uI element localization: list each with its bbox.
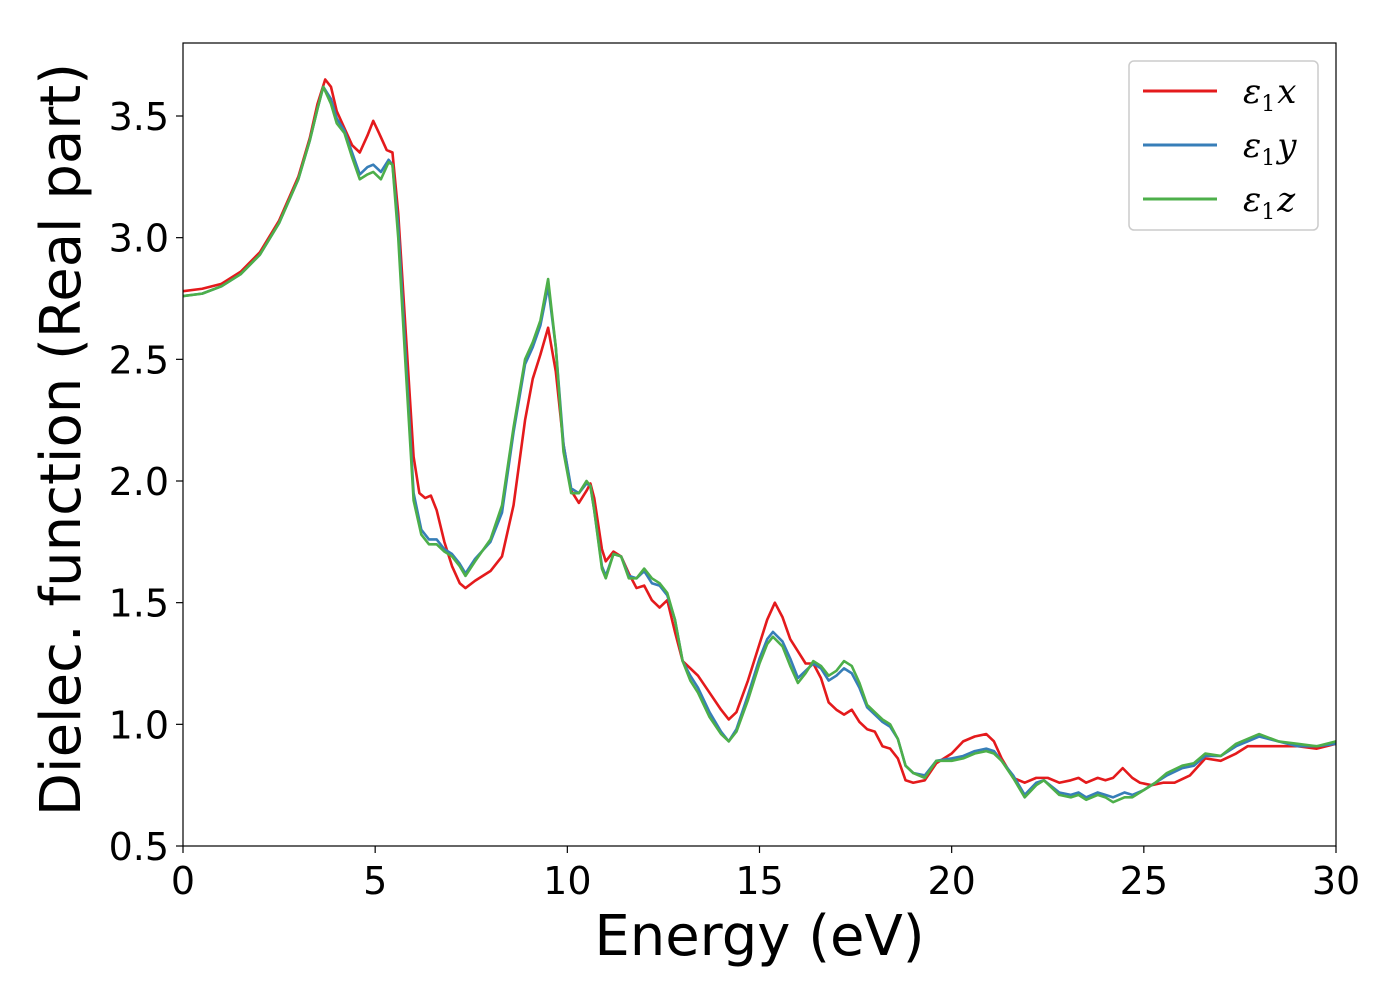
x-tick-label: 10 bbox=[543, 859, 591, 903]
x-axis-label: Energy (eV) bbox=[594, 904, 924, 969]
y-tick-label: 0.5 bbox=[109, 825, 169, 869]
x-tick-label: 30 bbox=[1312, 859, 1360, 903]
legend-item-y: ε1y bbox=[1143, 126, 1297, 171]
y-tick-label: 2.5 bbox=[109, 338, 169, 382]
y-tick-label: 1.5 bbox=[109, 582, 169, 626]
x-tick-label: 0 bbox=[171, 859, 195, 903]
y-axis-label: Dielec. function (Real part) bbox=[29, 63, 94, 816]
legend-item-x: ε1x bbox=[1143, 72, 1296, 117]
legend-label: ε1x bbox=[1243, 72, 1296, 117]
y-tick-label: 3.0 bbox=[109, 217, 169, 261]
x-tick-label: 5 bbox=[363, 859, 387, 903]
y-tick-label: 3.5 bbox=[109, 95, 169, 139]
legend-label: ε1y bbox=[1243, 126, 1297, 171]
y-tick-label: 2.0 bbox=[109, 460, 169, 504]
y-tick-label: 1.0 bbox=[109, 703, 169, 747]
x-tick-label: 15 bbox=[735, 859, 783, 903]
legend-box bbox=[1128, 60, 1319, 231]
ticks-layer: 0 5 10 15 20 25 30 0.5 1.0 1.5 2.0 2.5 3.0 3.5 bbox=[109, 95, 1361, 903]
legend-item-z: ε1z bbox=[1143, 180, 1296, 225]
x-tick-label: 20 bbox=[927, 859, 975, 903]
legend-items: ε1x ε1y ε1z bbox=[1143, 72, 1297, 225]
x-tick-label: 25 bbox=[1120, 859, 1168, 903]
legend: ε1x ε1y ε1z bbox=[1128, 60, 1319, 231]
series-layer bbox=[183, 78, 1336, 804]
legend-label: ε1z bbox=[1243, 180, 1296, 225]
series-line-z bbox=[183, 85, 1336, 804]
